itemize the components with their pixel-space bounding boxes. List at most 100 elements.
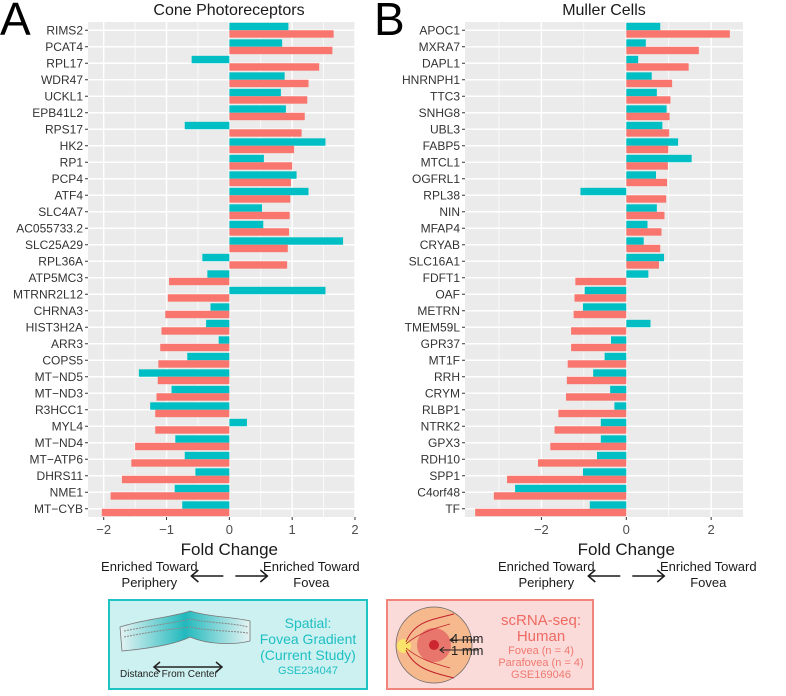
spatial-bar-mt1f: [604, 352, 627, 361]
y-tick-label: NTRK2: [421, 419, 461, 433]
spatial-bar-mfap4: [626, 220, 648, 229]
spatial-bar-mt-cyb: [182, 501, 230, 509]
y-tick-label: OAF: [435, 287, 460, 301]
spatial-bar-rlbp1: [614, 402, 627, 410]
spatial-bar-cops5: [187, 352, 230, 361]
y-tick-label: MT−CYB: [34, 502, 83, 516]
panel-a-letter: A: [0, 0, 31, 45]
y-tick-label: GPR37: [421, 337, 461, 351]
scrnaseq-bar-rdh10: [538, 459, 627, 467]
direction-left-line1: Enriched Toward: [498, 559, 595, 574]
y-tick-label: SNHG8: [419, 106, 461, 120]
x-tick-label: −2: [534, 522, 549, 537]
y-tick-label: SLC4A7: [38, 205, 83, 219]
spatial-bar-rpl38: [580, 187, 627, 196]
scrnaseq-bar-nin: [626, 211, 665, 220]
spatial-bar-atf4: [229, 187, 309, 196]
spatial-bar-metrn: [582, 303, 627, 311]
spatial-bar-spp1: [582, 468, 627, 476]
spatial-title-3: (Current Study): [260, 647, 356, 663]
y-tick-label: DAPL1: [422, 56, 460, 70]
retina-section-icon: [119, 610, 251, 673]
y-tick-label: RP1: [60, 155, 84, 169]
spatial-bar-pcp4: [229, 171, 297, 179]
spatial-bar-dapl1: [626, 55, 639, 64]
spatial-bar-cryab: [626, 237, 644, 245]
scrnaseq-bar-cryab: [626, 244, 661, 253]
y-tick-label: MFAP4: [421, 221, 461, 235]
y-tick-label: RPL17: [46, 56, 83, 70]
scrnaseq-bar-ttc3: [626, 96, 671, 104]
spatial-bar-mt-nd4: [175, 435, 230, 443]
scrnaseq-bar-fdft1: [575, 277, 627, 286]
spatial-bar-chrna3: [210, 303, 230, 311]
scrnaseq-detail-fovea: Fovea (n = 4): [508, 645, 574, 657]
scrnaseq-bar-rpl17: [229, 63, 320, 71]
direction-right-line1: Enriched Toward: [263, 559, 360, 574]
x-tick-label: −2: [96, 522, 111, 537]
y-tick-label: OGFRL1: [412, 172, 460, 186]
scrnaseq-bar-slc25a29: [229, 244, 288, 253]
y-tick-label: CHRNA3: [34, 304, 84, 318]
y-tick-label: HIST3H2A: [26, 320, 83, 334]
y-tick-label: TTC3: [430, 89, 460, 103]
scrnaseq-bar-arr3: [160, 343, 230, 352]
spatial-bar-mxra7: [626, 39, 646, 47]
scrnaseq-bar-rpl38: [626, 195, 667, 203]
spatial-bar-ttc3: [626, 88, 657, 97]
spatial-bar-rpl36a: [202, 253, 230, 262]
spatial-bar-ac055733-2: [229, 220, 264, 229]
x-tick-label: −1: [159, 522, 174, 537]
scrnaseq-bar-rims2: [229, 30, 334, 38]
x-tick-label: 0: [226, 522, 233, 537]
y-tick-label: FABP5: [423, 139, 461, 153]
y-tick-label: UBL3: [430, 122, 460, 136]
spatial-bar-hk2: [229, 138, 326, 146]
y-tick-label: ATP5MC3: [29, 271, 84, 285]
arrow-right-icon: [235, 569, 269, 583]
x-axis-label: Fold Change: [578, 540, 675, 559]
scrnaseq-bar-slc16a1: [626, 261, 659, 269]
spatial-bar-fabp5: [626, 138, 679, 146]
spatial-bar-rdh10: [596, 451, 627, 460]
spatial-bar-tmem59l: [626, 319, 651, 328]
y-tick-label: COPS5: [42, 353, 83, 367]
spatial-bar-ubl3: [626, 121, 663, 130]
y-tick-label: CRYM: [425, 386, 460, 400]
y-tick-label: RPL36A: [38, 254, 83, 268]
spatial-legend-text: Spatial: Fovea Gradient (Current Study) …: [248, 615, 368, 679]
y-tick-label: NIN: [439, 205, 460, 219]
spatial-bar-rims2: [229, 22, 289, 31]
scrnaseq-bar-mxra7: [626, 46, 699, 55]
spatial-bar-gpx3: [600, 435, 627, 443]
panel-b-letter: B: [374, 0, 405, 45]
panel-a-cone-photoreceptors: RIMS2 PCAT4 RPL17 WDR47 UCKL1 EPB41L2 RPS17 HK2…: [13, 2, 360, 590]
y-tick-label: PCP4: [52, 172, 84, 186]
y-tick-label: MT−ND5: [35, 370, 84, 384]
panel-title: Cone Photoreceptors: [153, 2, 304, 19]
scrnaseq-title-2: Human: [516, 628, 566, 645]
scrnaseq-bar-mtcl1: [626, 162, 668, 170]
scrnaseq-bar-ubl3: [626, 129, 670, 137]
y-tick-label: RLBP1: [422, 403, 460, 417]
y-tick-label: MXRA7: [419, 40, 461, 54]
x-tick-label: 2: [708, 522, 715, 537]
scrnaseq-bar-rps17: [229, 129, 302, 137]
scrnaseq-bar-atf4: [229, 195, 291, 203]
scrnaseq-bar-r3hcc1: [155, 409, 230, 418]
scrnaseq-bar-mt-cyb: [101, 508, 230, 517]
y-tick-label: AC055733.2: [16, 221, 83, 235]
y-tick-label: SLC16A1: [409, 254, 461, 268]
y-tick-label: NME1: [50, 485, 84, 499]
spatial-bar-myl4: [229, 418, 247, 427]
y-tick-label: R3HCC1: [35, 403, 83, 417]
y-tick-label: ARR3: [51, 337, 83, 351]
spatial-legend-box: Distance From Center Spatial: Fovea Grad…: [108, 599, 368, 690]
arrow-left-icon: [190, 569, 224, 583]
scrnaseq-bar-rrh: [566, 376, 627, 385]
spatial-bar-nin: [626, 204, 657, 212]
spatial-bar-mtcl1: [626, 154, 692, 163]
x-tick-label: 0: [623, 522, 630, 537]
scrnaseq-bar-slc4a7: [229, 211, 290, 220]
